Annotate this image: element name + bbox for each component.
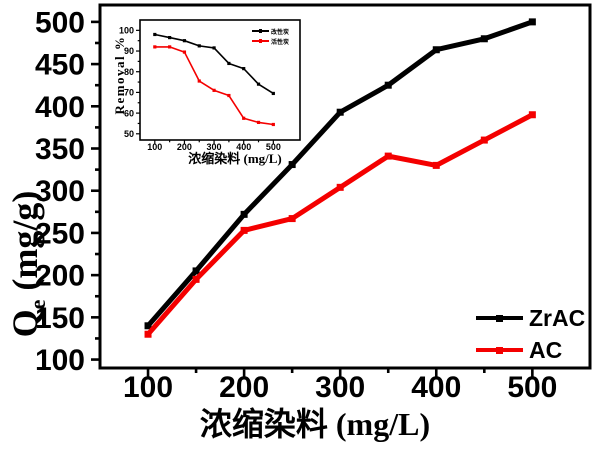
plot-frame	[139, 19, 301, 141]
inset-y-axis-label: Removal %	[112, 35, 127, 115]
y-tick-label: 450	[35, 49, 85, 82]
main-legend: ZrAC AC	[476, 302, 585, 366]
y-tick-label: 100	[119, 26, 134, 36]
series-marker-ZrAC	[144, 322, 152, 330]
y-tick-label: 200	[35, 260, 85, 293]
series-marker-AC	[480, 136, 488, 144]
x-tick-label: 200	[177, 142, 192, 152]
legend-marker-red	[496, 346, 503, 354]
inset-legend-label-modified-carbon: 改性炭	[271, 29, 290, 36]
main-chart: 100 200 300 400 500 100 150 200 250 300 350 400 450 5…	[35, 3, 592, 404]
main-x-axis-label: 浓缩染料 (mg/L)	[199, 406, 431, 442]
legend-item-ac: AC	[476, 334, 585, 366]
legend-label-zrac: ZrAC	[529, 304, 586, 331]
series-marker-AC	[336, 183, 344, 191]
inset-legend-label-activated-carbon: 活性炭	[271, 39, 290, 46]
series-marker-AC	[192, 275, 200, 283]
legend-marker-black	[496, 314, 503, 322]
series-marker-改性炭	[212, 46, 216, 50]
series-marker-活性炭	[153, 45, 157, 49]
series-marker-改性炭	[256, 82, 261, 86]
series-marker-ZrAC	[384, 81, 392, 89]
series-marker-ZrAC	[192, 267, 200, 275]
x-tick-label: 200	[219, 371, 269, 404]
series-marker-改性炭	[153, 32, 157, 37]
series-line-ZrAC	[145, 19, 535, 329]
series-marker-活性炭	[271, 122, 275, 127]
x-tick-label: 100	[123, 371, 173, 404]
series-marker-ZrAC	[288, 161, 296, 169]
inset-legend-line-sample-black	[252, 29, 269, 33]
series-marker-改性炭	[182, 39, 187, 43]
series-marker-活性炭	[242, 116, 246, 120]
series-marker-AC	[528, 111, 536, 119]
inset-removal-chart: 100 200 300 400 500 50 60 70 80 90 100	[119, 19, 301, 152]
legend-item-zrac: ZrAC	[476, 302, 585, 334]
inset-legend-line-sample-red	[252, 39, 269, 43]
series-marker-活性炭	[256, 120, 261, 125]
inset-legend-item-activated-carbon: 活性炭	[252, 36, 289, 46]
series-marker-活性炭	[168, 45, 172, 49]
inset-legend-marker-red	[258, 39, 263, 43]
main-y-axis-label: Qe (mg/g)	[4, 154, 56, 374]
y-tick-label: 400	[35, 91, 85, 124]
inset-legend: 改性炭 活性炭	[252, 26, 289, 46]
y-label-base: Q	[5, 309, 45, 338]
legend-line-sample-red	[476, 346, 523, 354]
series-line-活性炭	[154, 46, 275, 126]
y-tick-label: 50	[124, 129, 134, 139]
legend-label-ac: AC	[529, 336, 563, 363]
x-tick-label: 300	[315, 371, 365, 404]
x-tick-label: 500	[266, 142, 281, 152]
series-marker-改性炭	[227, 61, 231, 66]
series-marker-活性炭	[227, 93, 231, 98]
series-marker-改性炭	[242, 67, 246, 71]
series-marker-ZrAC	[432, 46, 440, 54]
series-marker-改性炭	[168, 35, 172, 40]
series-marker-改性炭	[271, 91, 275, 96]
y-tick-label: 150	[35, 302, 85, 335]
series-marker-AC	[144, 330, 152, 338]
series-marker-ZrAC	[240, 210, 248, 218]
series-marker-ZrAC	[528, 18, 536, 26]
x-tick-label: 400	[411, 371, 461, 404]
y-tick-label: 500	[35, 6, 85, 39]
x-tick-label: 300	[207, 142, 222, 152]
inset-x-axis-label: 浓缩染料 (mg/L)	[188, 151, 282, 166]
series-marker-AC	[432, 161, 440, 169]
series-marker-AC	[240, 226, 248, 234]
legend-line-sample-black	[476, 314, 523, 322]
y-tick-label: 250	[35, 217, 85, 250]
inset-legend-item-modified-carbon: 改性炭	[252, 26, 289, 36]
x-tick-label: 100	[147, 142, 162, 152]
series-marker-ZrAC	[480, 35, 488, 43]
y-label-subscript: e	[25, 299, 51, 310]
y-tick-label: 300	[35, 175, 85, 208]
plot-frame	[98, 3, 592, 370]
y-tick-label: 350	[35, 133, 85, 166]
series-marker-AC	[384, 152, 392, 160]
series-marker-改性炭	[197, 44, 201, 48]
y-tick-label: 60	[124, 108, 134, 118]
x-tick-label: 400	[236, 142, 251, 152]
x-tick-label: 500	[507, 371, 557, 404]
y-tick-label: 100	[35, 344, 85, 377]
series-marker-活性炭	[182, 50, 187, 54]
inset-legend-marker-black	[258, 29, 263, 33]
y-tick-label: 90	[124, 46, 134, 56]
y-tick-label: 80	[124, 67, 134, 77]
series-marker-ZrAC	[336, 108, 344, 116]
series-marker-AC	[288, 215, 296, 223]
series-marker-活性炭	[197, 79, 201, 83]
y-tick-label: 70	[124, 88, 134, 98]
y-label-unit: (mg/g)	[5, 190, 45, 300]
series-marker-活性炭	[212, 88, 216, 92]
